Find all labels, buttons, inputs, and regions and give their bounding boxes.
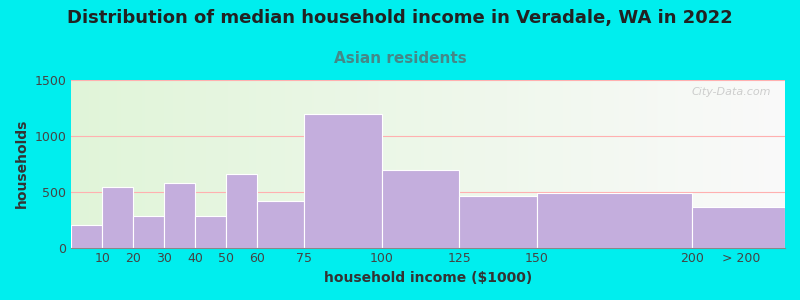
Bar bbox=[382, 170, 459, 248]
Bar bbox=[258, 201, 304, 248]
Bar bbox=[537, 193, 692, 248]
Bar bbox=[134, 216, 164, 247]
Text: Distribution of median household income in Veradale, WA in 2022: Distribution of median household income … bbox=[67, 9, 733, 27]
Text: Asian residents: Asian residents bbox=[334, 51, 466, 66]
Bar bbox=[459, 196, 537, 248]
Bar bbox=[71, 225, 102, 248]
Bar bbox=[195, 216, 226, 247]
Text: City-Data.com: City-Data.com bbox=[691, 87, 770, 97]
Y-axis label: households: households bbox=[15, 119, 29, 208]
Bar bbox=[692, 207, 785, 248]
Bar bbox=[164, 183, 195, 248]
X-axis label: household income ($1000): household income ($1000) bbox=[324, 271, 532, 285]
Bar bbox=[102, 187, 134, 247]
Bar bbox=[304, 113, 382, 248]
Bar bbox=[226, 174, 258, 248]
